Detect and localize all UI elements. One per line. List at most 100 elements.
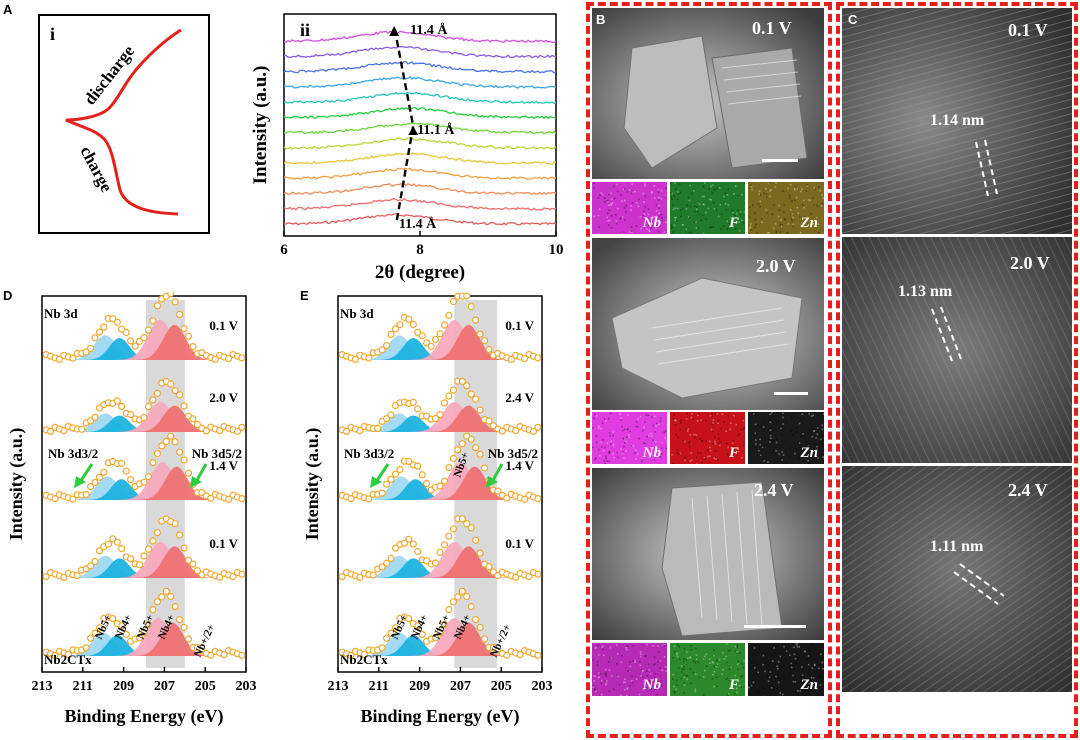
xps-component-2 bbox=[409, 542, 500, 578]
tem-voltage-tag: 2.0 V bbox=[1010, 253, 1050, 273]
xps-data-point bbox=[387, 629, 395, 637]
eds-dot bbox=[795, 662, 798, 665]
eds-dot bbox=[781, 657, 783, 660]
eds-dot bbox=[737, 660, 739, 663]
eds-dot bbox=[754, 423, 757, 426]
eds-dot bbox=[612, 452, 614, 455]
xps-data-point bbox=[69, 495, 77, 503]
eds-dot bbox=[807, 199, 810, 201]
eds-dot bbox=[642, 214, 644, 217]
eds-dot bbox=[770, 686, 773, 689]
xrd-annotation-top: 11.4 Å bbox=[410, 22, 448, 38]
eds-dot bbox=[661, 669, 664, 671]
xps-chart-e: 0.1 V 2.4 V 1.4 V 0.1 V Nb 3d Nb 3d3/2 Nb 3d5/… bbox=[302, 292, 553, 727]
eds-dot bbox=[608, 188, 610, 190]
xps-data-point bbox=[149, 317, 157, 325]
eds-dot bbox=[658, 230, 660, 233]
eds-dot bbox=[711, 184, 714, 186]
eds-dot bbox=[804, 221, 807, 224]
xps-data-point bbox=[472, 316, 480, 324]
eds-dot bbox=[809, 462, 812, 464]
eds-dot bbox=[755, 439, 757, 441]
eds-dot bbox=[803, 206, 805, 209]
eds-dot bbox=[779, 655, 782, 658]
eds-dot bbox=[691, 192, 693, 195]
eds-dot bbox=[600, 427, 602, 430]
eds-dot bbox=[708, 188, 710, 190]
eds-noise bbox=[748, 643, 824, 696]
eds-dot bbox=[816, 425, 818, 428]
eds-dot bbox=[644, 421, 646, 423]
eds-dot bbox=[605, 680, 608, 682]
eds-dot bbox=[714, 412, 717, 414]
xps-component-3 bbox=[429, 466, 520, 500]
eds-dot bbox=[802, 456, 804, 459]
eds-dot bbox=[723, 657, 726, 660]
eds-dot bbox=[620, 694, 622, 696]
eds-dot bbox=[683, 681, 686, 684]
eds-dot bbox=[625, 646, 627, 649]
xps-data-point bbox=[153, 598, 161, 606]
xps-data-point bbox=[449, 598, 457, 606]
eds-dot bbox=[631, 675, 633, 678]
xps-data-point bbox=[418, 630, 426, 638]
eds-dot bbox=[678, 452, 681, 455]
eds-dot bbox=[718, 187, 721, 189]
eds-dot bbox=[759, 443, 762, 446]
xps-data-point bbox=[189, 560, 197, 568]
eds-dot bbox=[768, 676, 771, 679]
eds-dot bbox=[767, 680, 770, 683]
xps-data-point bbox=[86, 344, 95, 353]
eds-dot bbox=[603, 680, 606, 682]
xrd-series-10 bbox=[283, 61, 557, 74]
eds-dot bbox=[710, 198, 712, 201]
eds-dot bbox=[808, 429, 810, 432]
xps-data-point bbox=[445, 311, 453, 319]
panel-label-a: A bbox=[3, 2, 13, 17]
eds-dot bbox=[771, 412, 773, 414]
eds-dot bbox=[608, 224, 610, 227]
eds-dot bbox=[791, 458, 794, 461]
eds-noise bbox=[671, 412, 745, 464]
eds-dot bbox=[774, 651, 776, 654]
charge-discharge-schematic: i discharge charge bbox=[38, 14, 210, 234]
eds-dot bbox=[792, 225, 795, 228]
eds-dot bbox=[759, 438, 761, 441]
xps-data-point bbox=[414, 547, 422, 556]
eds-dot bbox=[794, 199, 796, 202]
eds-dot bbox=[695, 434, 697, 436]
eds-dot bbox=[648, 224, 650, 226]
eds-dot bbox=[750, 229, 752, 231]
eds-dot bbox=[773, 204, 776, 206]
eds-dot bbox=[641, 461, 644, 463]
eds-dot bbox=[729, 649, 731, 652]
eds-dot bbox=[768, 182, 771, 185]
eds-dot bbox=[649, 672, 652, 675]
eds-dot bbox=[786, 231, 789, 234]
eds-dot bbox=[685, 659, 688, 661]
eds-dot bbox=[625, 440, 628, 443]
eds-dot bbox=[796, 690, 799, 692]
eds-dot bbox=[601, 422, 604, 425]
xps-data-point bbox=[431, 559, 440, 567]
eds-dot bbox=[626, 428, 629, 431]
eds-dot bbox=[812, 677, 815, 679]
eds-dot bbox=[642, 669, 644, 672]
eds-dot bbox=[753, 647, 756, 649]
xrd-series-5 bbox=[283, 137, 557, 150]
eds-dot bbox=[648, 230, 651, 233]
eds-dot bbox=[626, 414, 629, 416]
eds-dot bbox=[811, 667, 814, 669]
xps-data-point bbox=[162, 587, 170, 595]
eds-dot bbox=[620, 417, 622, 420]
eds-dot bbox=[664, 665, 667, 668]
eds-dot bbox=[593, 215, 596, 217]
xps-tick-label: 207 bbox=[450, 679, 471, 694]
eds-dot bbox=[593, 688, 596, 691]
eds-dot bbox=[695, 647, 698, 650]
eds-dot bbox=[821, 661, 823, 664]
xps-data-point bbox=[512, 573, 520, 581]
eds-dot bbox=[709, 226, 711, 229]
eds-dot bbox=[738, 433, 741, 435]
eds-dot bbox=[818, 675, 821, 678]
